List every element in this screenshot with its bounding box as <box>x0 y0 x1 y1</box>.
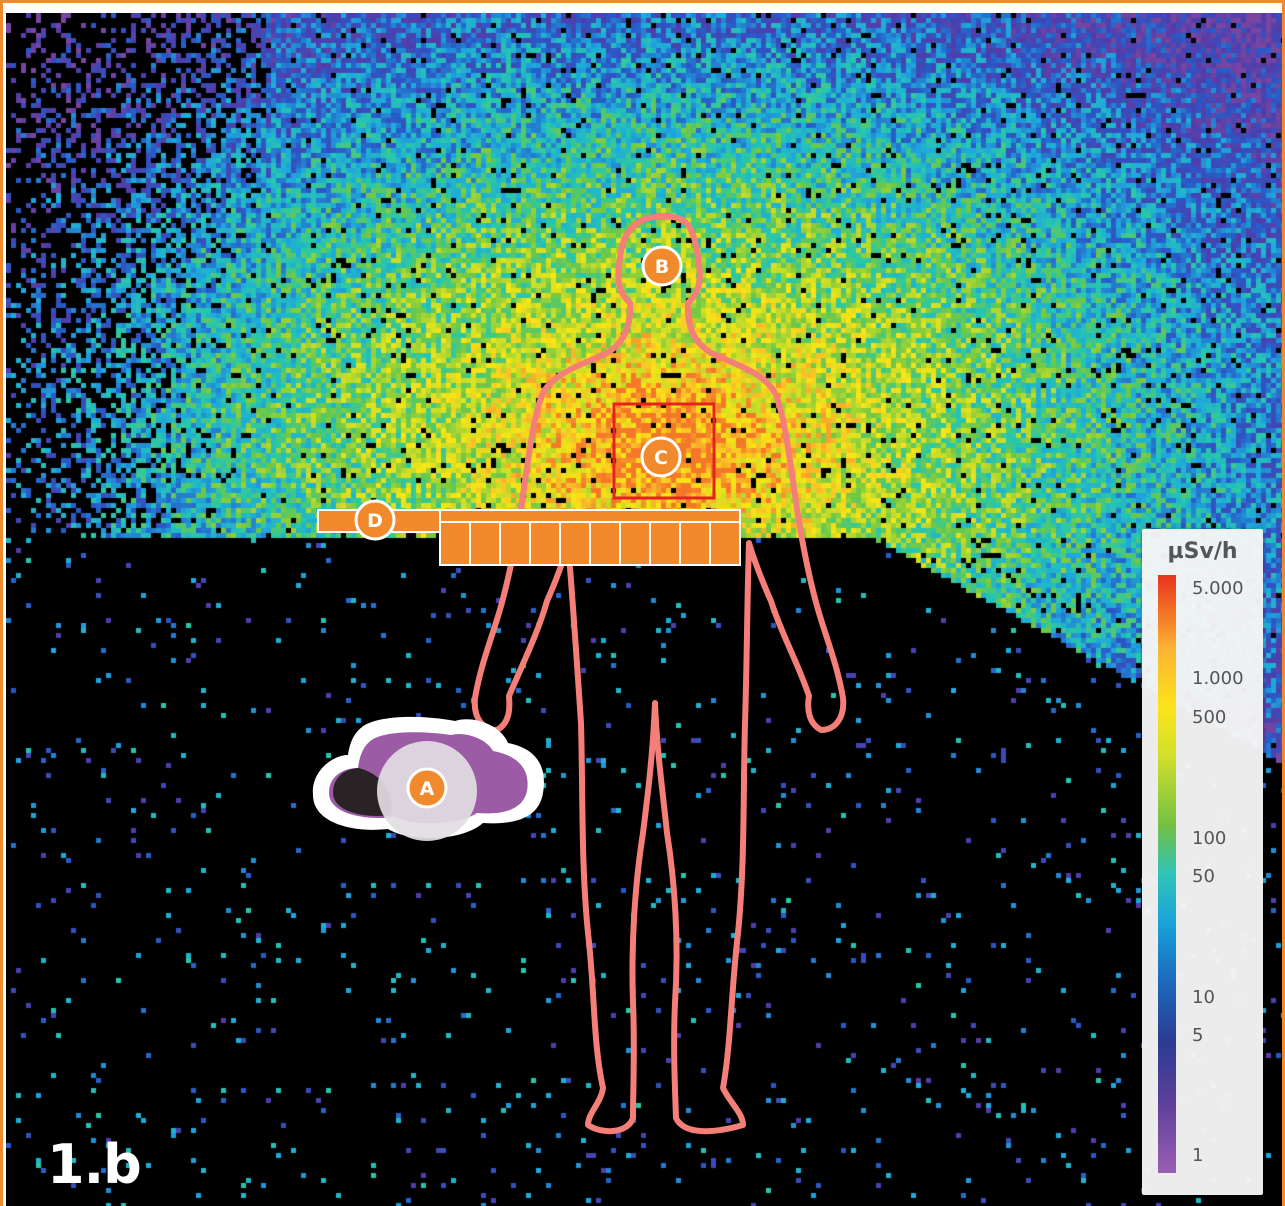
marker-b-label: B <box>655 256 669 278</box>
bar-d-cell <box>559 521 591 566</box>
legend-tick: 50 <box>1192 866 1215 887</box>
legend-tick: 1 <box>1192 1145 1204 1166</box>
bar-d-cell <box>439 521 471 566</box>
bar-d-cell <box>589 521 621 566</box>
legend-tick: 100 <box>1192 828 1227 849</box>
marker-c-label: C <box>654 447 668 469</box>
legend-tick: 500 <box>1192 707 1227 728</box>
legend-unit: µSv/h <box>1167 539 1238 564</box>
annotation-overlay: A B C D <box>312 213 847 1135</box>
figure-label: 1.b <box>47 1133 142 1196</box>
bar-d-cell <box>469 521 501 566</box>
legend-tick: 1.000 <box>1192 668 1244 689</box>
bar-d-cell <box>679 521 711 566</box>
bar-d-cell <box>529 521 561 566</box>
marker-d: D <box>354 499 396 541</box>
bar-d-cell <box>499 521 531 566</box>
marker-c: C <box>640 436 682 478</box>
legend-tick: 10 <box>1192 987 1215 1008</box>
marker-a-label: A <box>420 778 435 800</box>
measurement-box-c <box>612 402 716 500</box>
legend-tick: 5 <box>1192 1025 1204 1046</box>
legend-color-bar <box>1158 575 1176 1173</box>
dose-rate-heatmap <box>6 13 1282 1206</box>
bar-d-top <box>439 509 741 523</box>
human-silhouette-icon <box>471 213 847 1135</box>
bar-d-cell <box>649 521 681 566</box>
bar-d-cells <box>439 521 741 566</box>
legend-tick: 5.000 <box>1192 578 1244 599</box>
bar-d-cell <box>709 521 741 566</box>
bar-d-cell <box>619 521 651 566</box>
marker-d-label: D <box>367 510 383 532</box>
bar-d <box>317 509 741 566</box>
dose-rate-legend: µSv/h 5.000 1.000 500 100 50 10 5 1 <box>1142 529 1263 1195</box>
marker-a: A <box>406 767 448 809</box>
marker-b: B <box>641 245 683 287</box>
